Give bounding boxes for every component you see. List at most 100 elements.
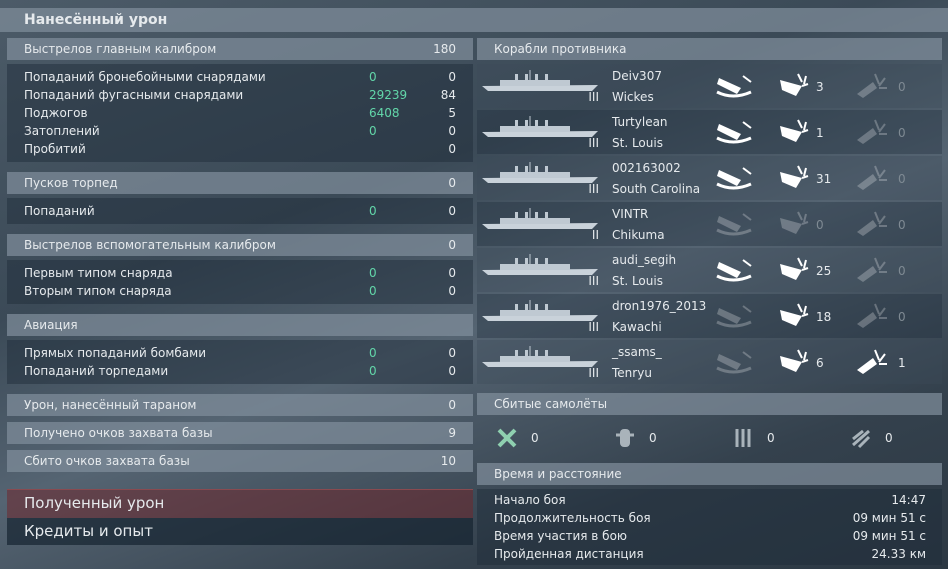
section-header [7,422,473,444]
hit-count: 18 [816,310,832,324]
ship-tier: III [588,320,599,334]
hit-count: 31 [816,172,832,186]
row-hits: 0 [369,364,377,378]
citadel-count: 0 [898,172,906,186]
citadel-icon [857,211,887,236]
section-title: Сбито очков захвата базы [24,454,190,468]
destroyed-icon [716,121,752,144]
ship-tier: III [588,90,599,104]
section-value: 0 [448,176,456,190]
section-title: Время и расстояние [494,467,622,481]
tab-label[interactable]: Кредиты и опыт [24,522,153,540]
row-label: Поджогов [24,106,88,120]
section-header [7,234,473,256]
destroyed-icon [716,351,752,374]
hit-count: 6 [816,356,824,370]
plane-count: 0 [885,431,893,445]
hit-count: 1 [816,126,824,140]
plane-count: 0 [649,431,657,445]
ship-silhouette [482,346,598,367]
plane-count: 0 [767,431,775,445]
section-title: Выстрелов вспомогательным калибром [24,238,276,252]
row-value: 5 [448,106,456,120]
row-label: Попаданий [24,204,95,218]
citadel-count: 0 [898,80,906,94]
hit-icon [780,349,809,372]
row-label: Пробитий [24,142,86,156]
section-title: Сбитые самолёты [494,397,608,411]
section-title: Пусков торпед [24,176,118,190]
hit-icon [780,257,809,280]
hit-count: 25 [816,264,832,278]
destroyed-icon [716,75,752,98]
ship-name: Wickes [612,90,654,104]
ship-silhouette [482,300,598,321]
section-block [477,489,942,565]
row-value: 0 [448,284,456,298]
plane-icon [735,429,751,447]
hit-icon [780,165,809,188]
row-label: Попаданий торпедами [24,364,169,378]
ship-tier: III [588,274,599,288]
hit-count: 3 [816,80,824,94]
row-value: 0 [448,204,456,218]
citadel-icon [857,303,887,328]
citadel-icon [857,73,887,98]
row-hits: 6408 [369,106,400,120]
row-label: Затоплений [24,124,100,138]
citadel-icon [857,119,887,144]
ship-tier: II [591,228,599,242]
row-hits: 0 [369,346,377,360]
section-value: 180 [433,42,456,56]
row-hits: 0 [369,284,377,298]
row-label: Вторым типом снаряда [24,284,172,298]
section-block [7,64,473,162]
plane-icon [616,429,634,447]
section-header [7,38,473,60]
row-value: 0 [448,124,456,138]
row-label: Прямых попаданий бомбами [24,346,206,360]
row-value: 0 [448,70,456,84]
row-label: Первым типом снаряда [24,266,173,280]
hit-icon [780,119,809,142]
plane-icon [497,428,517,448]
citadel-count: 0 [898,218,906,232]
tab-active[interactable] [7,489,473,518]
citadel-icon [857,257,887,282]
player-name: VINTR [612,207,649,221]
section-block [7,198,473,224]
section-title: Корабли противника [494,42,627,56]
citadel-count: 0 [898,310,906,324]
section-header [7,172,473,194]
player-name: dron1976_2013 [612,299,707,313]
row-value: 0 [448,266,456,280]
plane-count: 0 [531,431,539,445]
row-hits: 0 [369,266,377,280]
tab[interactable] [7,518,473,545]
time-label: Пройденная дистанция [494,547,644,561]
citadel-icon [857,349,887,374]
section-title: Получено очков захвата базы [24,426,213,440]
time-label: Время участия в бою [494,529,628,543]
citadel-count: 0 [898,126,906,140]
player-name: Turtylean [612,115,668,129]
player-name: 002163002 [612,161,681,175]
section-value: 0 [448,238,456,252]
section-header [7,450,473,472]
row-label: Попаданий бронебойными снарядами [24,70,266,84]
ship-tier: III [588,366,599,380]
section-title: Урон, нанесённый тараном [24,398,197,412]
section-header [7,394,473,416]
destroyed-icon [716,259,752,282]
header-bar [0,8,948,32]
citadel-count: 0 [898,264,906,278]
ship-name: St. Louis [612,274,663,288]
ship-name: South Carolina [612,182,701,196]
tab-label[interactable]: Полученный урон [24,494,165,512]
destroyed-icon [716,305,752,328]
citadel-count: 1 [898,356,906,370]
ship-tier: III [588,182,599,196]
citadel-icon [857,165,887,190]
player-name: audi_segih [612,253,677,267]
